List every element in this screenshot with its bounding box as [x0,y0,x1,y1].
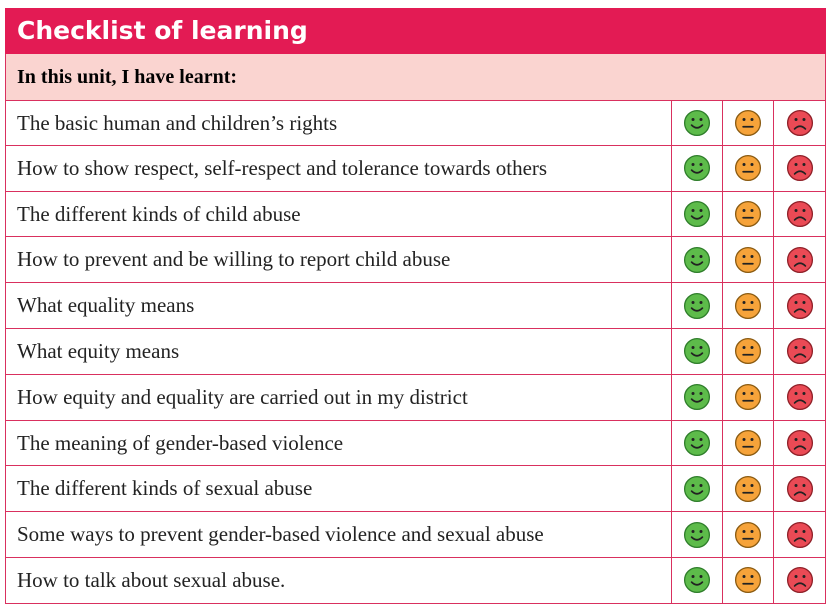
happy-face[interactable] [683,429,711,457]
face-cell [672,145,724,191]
neutral-face[interactable] [734,429,762,457]
checklist-row: How equity and equality are carried out … [5,374,826,421]
happy-face[interactable] [683,475,711,503]
happy-face[interactable] [683,292,711,320]
face-cell [774,101,825,145]
happy-face[interactable] [683,521,711,549]
happy-face[interactable] [683,109,711,137]
happy-face[interactable] [683,337,711,365]
face-cell [723,237,775,283]
face-cell [723,145,775,191]
happy-face[interactable] [683,566,711,594]
row-text: The basic human and children’s rights [6,101,673,145]
face-cell [672,328,724,374]
row-text: How to show respect, self-respect and to… [6,145,673,191]
face-cell [774,421,825,466]
subtitle-bar: In this unit, I have learnt: [5,54,826,100]
row-text: Some ways to prevent gender-based violen… [6,512,673,557]
checklist-row: How to prevent and be willing to report … [5,237,826,284]
face-cell [672,512,724,557]
checklist-row: The basic human and children’s rights [5,100,826,146]
checklist-row: The different kinds of child abuse [5,191,826,238]
checklist-row: How to show respect, self-respect and to… [5,145,826,192]
face-cell [774,192,825,237]
sad-face[interactable] [786,109,814,137]
checklist-row: Some ways to prevent gender-based violen… [5,512,826,558]
happy-face[interactable] [683,154,711,182]
face-cell [723,420,775,466]
row-text: The meaning of gender-based violence [6,420,673,466]
face-cell [672,191,724,237]
sad-face[interactable] [786,429,814,457]
sad-face[interactable] [786,521,814,549]
sad-face[interactable] [786,383,814,411]
face-cell [723,466,775,512]
sad-face[interactable] [786,200,814,228]
face-cell [723,328,775,374]
face-cell [774,375,825,420]
face-cell [774,283,825,328]
sad-face[interactable] [786,292,814,320]
face-cell [723,557,775,603]
happy-face[interactable] [683,200,711,228]
checklist-row: How to talk about sexual abuse. [5,557,826,604]
face-cell [723,283,775,328]
neutral-face[interactable] [734,200,762,228]
neutral-face[interactable] [734,154,762,182]
row-text: What equality means [6,283,673,328]
row-text: How to prevent and be willing to report … [6,237,673,283]
face-cell [774,512,825,557]
sad-face[interactable] [786,475,814,503]
row-text: The different kinds of child abuse [6,191,673,237]
checklist: Checklist of learning In this unit, I ha… [5,8,826,604]
face-cell [774,146,825,191]
neutral-face[interactable] [734,109,762,137]
row-text: How to talk about sexual abuse. [6,557,673,603]
face-cell [672,420,724,466]
checklist-row: The different kinds of sexual abuse [5,466,826,513]
face-cell [723,191,775,237]
sad-face[interactable] [786,154,814,182]
neutral-face[interactable] [734,246,762,274]
neutral-face[interactable] [734,475,762,503]
row-text: The different kinds of sexual abuse [6,466,673,512]
neutral-face[interactable] [734,383,762,411]
checklist-row: What equity means [5,328,826,375]
title-bar: Checklist of learning [5,8,826,54]
row-text: How equity and equality are carried out … [6,374,673,420]
sad-face[interactable] [786,246,814,274]
neutral-face[interactable] [734,292,762,320]
face-cell [672,283,724,328]
sad-face[interactable] [786,337,814,365]
checklist-row: What equality means [5,283,826,329]
face-cell [774,466,825,511]
face-cell [723,374,775,420]
face-cell [723,101,775,145]
face-cell [672,374,724,420]
checklist-row: The meaning of gender-based violence [5,420,826,467]
happy-face[interactable] [683,246,711,274]
face-cell [774,329,825,374]
neutral-face[interactable] [734,521,762,549]
face-cell [672,237,724,283]
face-cell [774,237,825,282]
face-cell [774,558,825,603]
neutral-face[interactable] [734,337,762,365]
face-cell [723,512,775,557]
neutral-face[interactable] [734,566,762,594]
row-text: What equity means [6,328,673,374]
face-cell [672,101,724,145]
happy-face[interactable] [683,383,711,411]
sad-face[interactable] [786,566,814,594]
face-cell [672,466,724,512]
face-cell [672,557,724,603]
